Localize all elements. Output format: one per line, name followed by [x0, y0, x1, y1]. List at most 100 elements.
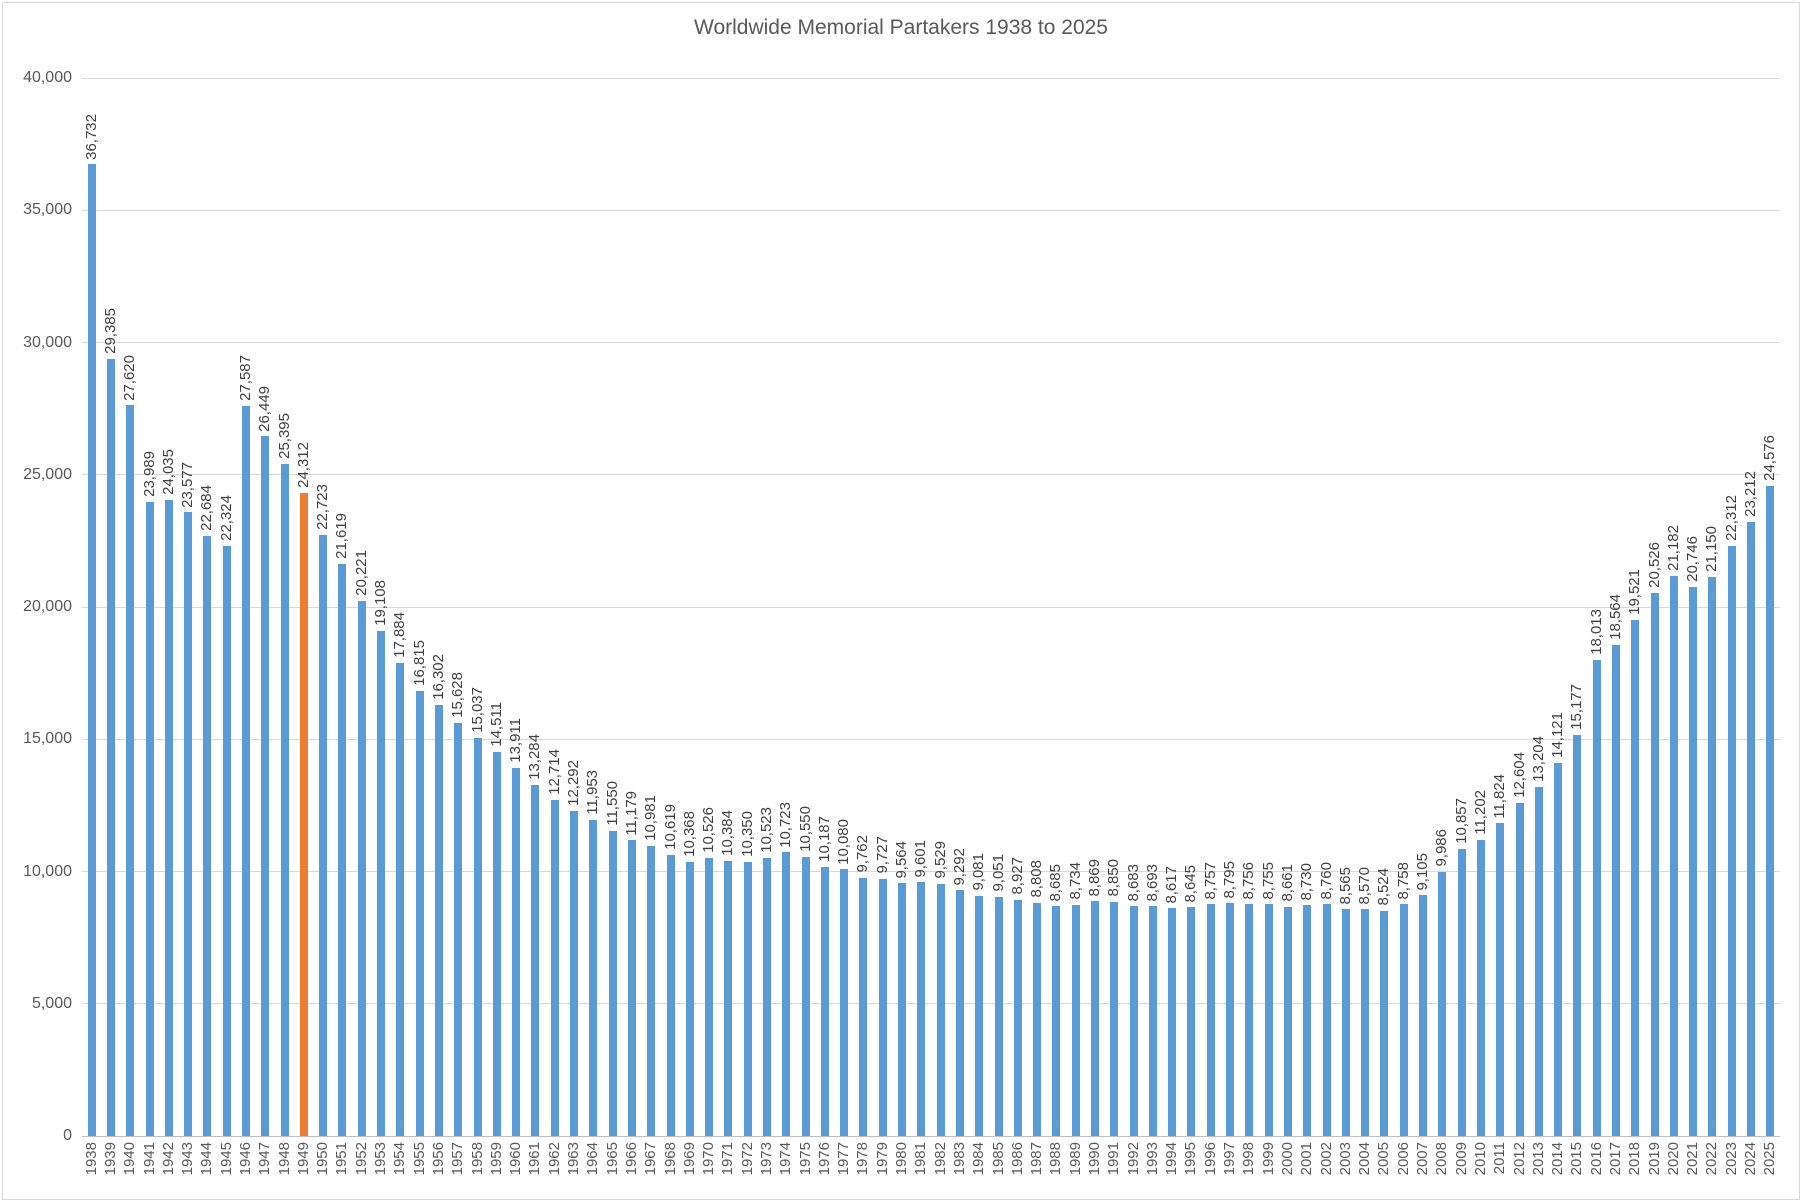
bar-1998[interactable]	[1245, 904, 1254, 1136]
bar-1990[interactable]	[1091, 901, 1099, 1136]
bar-1954[interactable]	[396, 662, 405, 1136]
bar-2020[interactable]	[1669, 575, 1678, 1136]
bar-1952[interactable]	[357, 601, 366, 1136]
bar-2003[interactable]	[1341, 909, 1350, 1136]
bar-1996[interactable]	[1206, 904, 1215, 1136]
bar-1989[interactable]	[1071, 905, 1080, 1136]
bar-2019[interactable]	[1650, 593, 1659, 1136]
bar-2011[interactable]	[1496, 823, 1505, 1136]
bar-2015[interactable]	[1573, 734, 1582, 1136]
y-axis-tick-label-40000: 40,000	[23, 69, 72, 86]
bar-1958[interactable]	[473, 738, 482, 1136]
bar-1992[interactable]	[1129, 906, 1138, 1136]
bar-1985[interactable]	[994, 896, 1003, 1136]
x-axis-label-1995: 1995	[1182, 1142, 1200, 1176]
bar-2021[interactable]	[1689, 587, 1698, 1136]
bar-1963[interactable]	[570, 810, 579, 1136]
bar-1982[interactable]	[936, 883, 945, 1136]
bar-2004[interactable]	[1361, 909, 1370, 1136]
bar-1968[interactable]	[666, 855, 675, 1136]
bar-1967[interactable]	[647, 845, 656, 1136]
bar-1953[interactable]	[377, 630, 386, 1136]
bar-1942[interactable]	[164, 500, 173, 1136]
bar-1974[interactable]	[782, 852, 791, 1136]
bar-1948[interactable]	[280, 464, 289, 1136]
bar-2018[interactable]	[1631, 619, 1640, 1136]
bar-1991[interactable]	[1110, 901, 1119, 1136]
bar-2016[interactable]	[1592, 659, 1601, 1136]
bar-2025[interactable]	[1766, 485, 1775, 1136]
value-label-2017: 18,564	[1606, 594, 1624, 640]
bar-1961[interactable]	[531, 784, 540, 1136]
bar-1972[interactable]	[743, 862, 752, 1136]
bar-1959[interactable]	[492, 752, 501, 1136]
value-label-1954: 17,884	[391, 612, 409, 658]
x-axis-label-1985: 1985	[989, 1142, 1007, 1176]
bar-2009[interactable]	[1457, 848, 1466, 1136]
bar-2006[interactable]	[1399, 904, 1408, 1136]
bar-2022[interactable]	[1708, 576, 1717, 1136]
bar-1965[interactable]	[608, 830, 617, 1136]
bar-2002[interactable]	[1322, 904, 1331, 1136]
bar-1941[interactable]	[145, 501, 154, 1136]
bar-1950[interactable]	[319, 534, 328, 1136]
bar-2010[interactable]	[1476, 839, 1485, 1136]
bar-1964[interactable]	[589, 819, 598, 1136]
bar-1987[interactable]	[1033, 903, 1042, 1136]
bar-1944[interactable]	[203, 536, 212, 1136]
bar-2000[interactable]	[1283, 906, 1292, 1136]
bar-1956[interactable]	[434, 704, 443, 1136]
bar-1955[interactable]	[415, 691, 424, 1136]
bar-2005[interactable]	[1380, 910, 1389, 1136]
bar-2012[interactable]	[1515, 802, 1524, 1136]
bar-1976[interactable]	[820, 866, 829, 1136]
bar-1949[interactable]	[299, 492, 308, 1136]
bar-1969[interactable]	[685, 861, 694, 1136]
bar-1939[interactable]	[106, 358, 115, 1136]
bar-2013[interactable]	[1534, 786, 1543, 1136]
bar-1978[interactable]	[859, 877, 868, 1136]
bar-1999[interactable]	[1264, 904, 1273, 1136]
bar-1979[interactable]	[878, 878, 887, 1136]
bar-2014[interactable]	[1554, 762, 1563, 1136]
bar-1971[interactable]	[724, 861, 733, 1136]
bar-1984[interactable]	[975, 895, 984, 1136]
bar-2017[interactable]	[1611, 644, 1620, 1136]
x-axis-label-1969: 1969	[680, 1142, 698, 1176]
value-label-1957: 15,628	[449, 671, 467, 718]
bar-1994[interactable]	[1168, 908, 1177, 1136]
bar-1947[interactable]	[261, 436, 270, 1136]
value-label-1992: 8,683	[1124, 863, 1142, 902]
bar-1940[interactable]	[126, 405, 135, 1136]
bar-1970[interactable]	[705, 857, 714, 1136]
bar-1946[interactable]	[242, 406, 250, 1136]
bar-1997[interactable]	[1226, 903, 1235, 1136]
bar-1986[interactable]	[1013, 899, 1022, 1136]
bar-1995[interactable]	[1187, 907, 1196, 1136]
bar-1980[interactable]	[898, 883, 907, 1136]
x-axis-label-1940: 1940	[121, 1142, 139, 1176]
bar-2023[interactable]	[1727, 545, 1736, 1136]
bar-1938[interactable]	[87, 164, 96, 1136]
bar-2008[interactable]	[1438, 871, 1447, 1136]
bar-1988[interactable]	[1052, 906, 1061, 1136]
bar-1993[interactable]	[1148, 906, 1157, 1136]
bar-1975[interactable]	[801, 856, 810, 1136]
bar-1943[interactable]	[184, 512, 193, 1136]
bar-2001[interactable]	[1303, 905, 1312, 1136]
bar-1977[interactable]	[840, 869, 849, 1136]
bar-1983[interactable]	[955, 890, 964, 1136]
bar-1966[interactable]	[627, 840, 636, 1136]
x-axis-label-2012: 2012	[1510, 1142, 1528, 1176]
value-label-1952: 20,221	[352, 550, 370, 597]
bar-1957[interactable]	[454, 722, 463, 1136]
bar-1973[interactable]	[762, 857, 771, 1136]
y-axis-tick-label-30000: 30,000	[23, 333, 72, 351]
bar-2007[interactable]	[1419, 895, 1428, 1136]
bar-2024[interactable]	[1747, 522, 1756, 1136]
bar-1951[interactable]	[338, 564, 347, 1136]
bar-1960[interactable]	[512, 768, 521, 1136]
bar-1962[interactable]	[550, 799, 559, 1136]
bar-1981[interactable]	[917, 882, 926, 1136]
bar-1945[interactable]	[222, 545, 231, 1136]
